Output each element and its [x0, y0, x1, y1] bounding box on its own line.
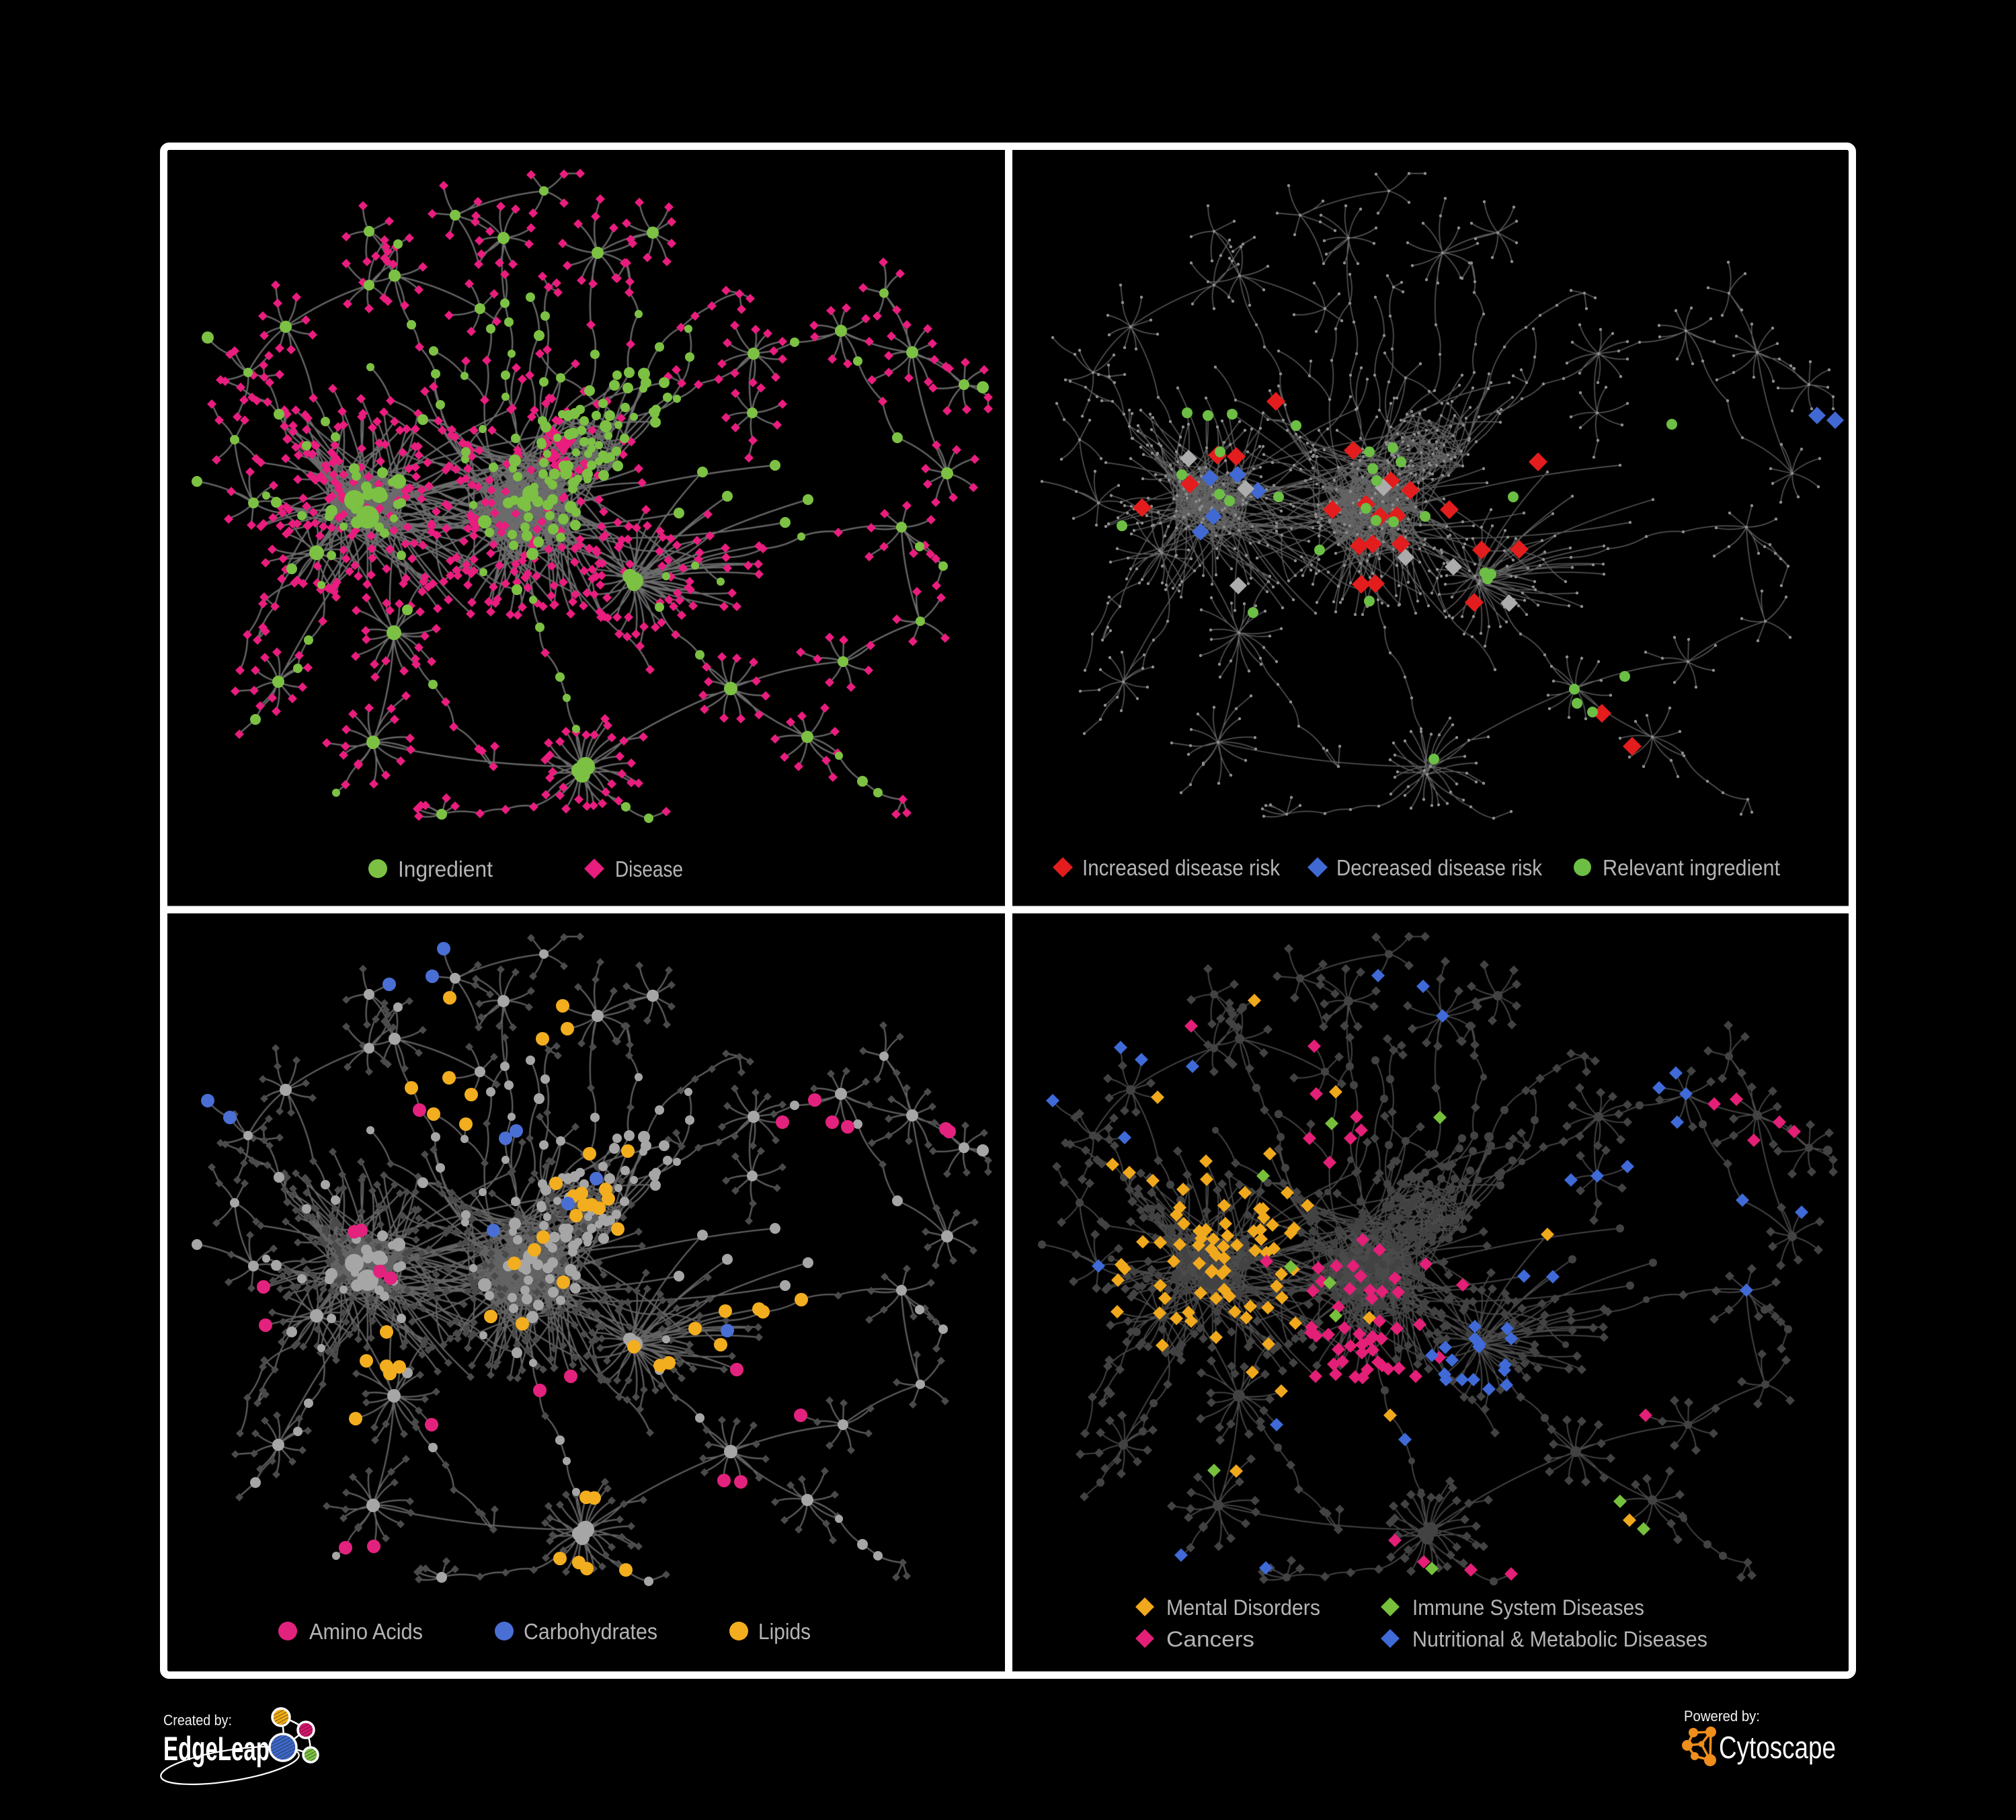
svg-text:Mental Disorders: Mental Disorders — [1166, 1595, 1320, 1620]
svg-text:Relevant ingredient: Relevant ingredient — [1603, 855, 1780, 880]
svg-text:Decreased disease risk: Decreased disease risk — [1336, 855, 1542, 880]
svg-text:Created by:: Created by: — [163, 1712, 232, 1729]
svg-text:Powered by:: Powered by: — [1684, 1708, 1760, 1725]
svg-text:Ingredient: Ingredient — [398, 857, 493, 881]
svg-text:Disease: Disease — [615, 857, 683, 881]
svg-text:Cytoscape: Cytoscape — [1719, 1730, 1836, 1765]
svg-text:Immune System Diseases: Immune System Diseases — [1412, 1595, 1644, 1620]
svg-text:EdgeLeap: EdgeLeap — [163, 1730, 270, 1768]
svg-text:Increased disease risk: Increased disease risk — [1082, 855, 1280, 880]
svg-text:Cancers: Cancers — [1166, 1627, 1254, 1651]
svg-text:Nutritional & Metabolic Diseas: Nutritional & Metabolic Diseases — [1412, 1627, 1707, 1651]
svg-text:Carbohydrates: Carbohydrates — [524, 1619, 657, 1644]
svg-text:Amino Acids: Amino Acids — [309, 1619, 423, 1644]
svg-text:Lipids: Lipids — [758, 1619, 811, 1644]
